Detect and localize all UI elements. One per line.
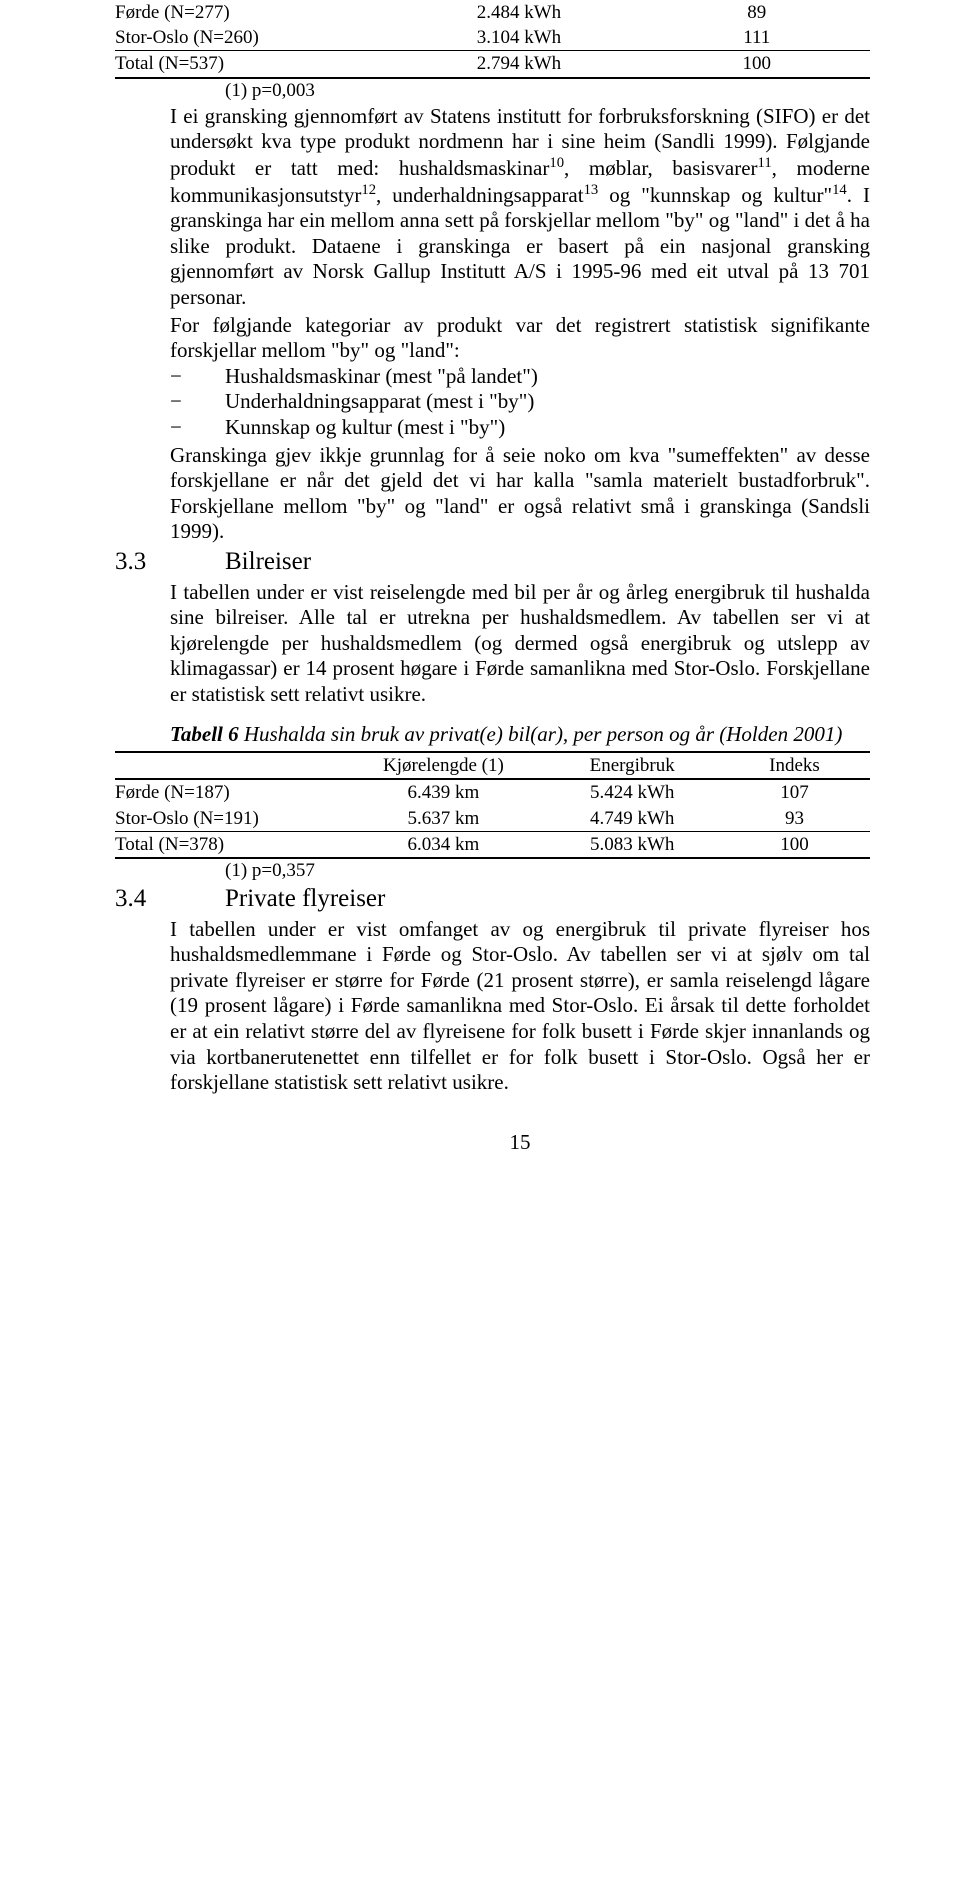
table-row: Stor-Oslo (N=260) 3.104 kWh 111 bbox=[115, 25, 870, 51]
footnote-ref: 14 bbox=[832, 182, 847, 198]
cell-kwh: 5.083 kWh bbox=[545, 831, 719, 858]
bullet-list: − Hushaldsmaskinar (mest "på landet") − … bbox=[170, 364, 870, 441]
cell-label: Total (N=537) bbox=[115, 51, 394, 78]
list-item-text: Kunnskap og kultur (mest i "by") bbox=[225, 415, 870, 441]
cell-val: 2.794 kWh bbox=[394, 51, 643, 78]
cell-idx: 100 bbox=[719, 831, 870, 858]
cell-km: 6.034 km bbox=[342, 831, 546, 858]
table-caption: Tabell 6 Hushalda sin bruk av privat(e) … bbox=[170, 722, 870, 748]
footnote-ref: 12 bbox=[361, 182, 376, 198]
cell-idx: 93 bbox=[719, 806, 870, 832]
cell-kwh: 4.749 kWh bbox=[545, 806, 719, 832]
cell-label: Stor-Oslo (N=260) bbox=[115, 25, 394, 51]
section-title: Bilreiser bbox=[170, 547, 870, 578]
cell-idx: 107 bbox=[719, 779, 870, 805]
table-bilreiser: Kjørelengde (1) Energibruk Indeks Førde … bbox=[115, 751, 870, 859]
dash-icon: − bbox=[170, 389, 225, 415]
cell-val: 3.104 kWh bbox=[394, 25, 643, 51]
table-energy: Førde (N=277) 2.484 kWh 89 Stor-Oslo (N=… bbox=[115, 0, 870, 79]
caption-text: Hushalda sin bruk av privat(e) bil(ar), … bbox=[244, 722, 842, 746]
dash-icon: − bbox=[170, 364, 225, 390]
table-note: (1) p=0,003 bbox=[170, 79, 870, 102]
list-item: − Kunnskap og kultur (mest i "by") bbox=[170, 415, 870, 441]
cell-idx: 111 bbox=[643, 25, 870, 51]
col-header: Kjørelengde (1) bbox=[342, 752, 546, 779]
paragraph: I ei gransking gjennomført av Statens in… bbox=[170, 104, 870, 311]
paragraph: Granskinga gjev ikkje grunnlag for å sei… bbox=[170, 443, 870, 545]
table-row: Stor-Oslo (N=191) 5.637 km 4.749 kWh 93 bbox=[115, 806, 870, 832]
list-item: − Hushaldsmaskinar (mest "på landet") bbox=[170, 364, 870, 390]
section-title: Private flyreiser bbox=[170, 884, 870, 915]
list-item-text: Underhaldningsapparat (mest i "by") bbox=[225, 389, 870, 415]
list-item-text: Hushaldsmaskinar (mest "på landet") bbox=[225, 364, 870, 390]
footnote-ref: 11 bbox=[758, 155, 772, 171]
cell-km: 6.439 km bbox=[342, 779, 546, 805]
cell-idx: 100 bbox=[643, 51, 870, 78]
table-row: Førde (N=277) 2.484 kWh 89 bbox=[115, 0, 870, 25]
cell-label: Førde (N=187) bbox=[115, 779, 342, 805]
page-number: 15 bbox=[170, 1130, 870, 1156]
col-header: Energibruk bbox=[545, 752, 719, 779]
table-row: Total (N=537) 2.794 kWh 100 bbox=[115, 51, 870, 78]
cell-idx: 89 bbox=[643, 0, 870, 25]
footnote-ref: 13 bbox=[584, 182, 599, 198]
cell-km: 5.637 km bbox=[342, 806, 546, 832]
table-note: (1) p=0,357 bbox=[170, 859, 870, 882]
cell-kwh: 5.424 kWh bbox=[545, 779, 719, 805]
paragraph: I tabellen under er vist omfanget av og … bbox=[170, 917, 870, 1096]
text: , underhaldningsapparat bbox=[376, 183, 584, 207]
col-header: Indeks bbox=[719, 752, 870, 779]
footnote-ref: 10 bbox=[549, 155, 564, 171]
section-heading: 3.4 Private flyreiser bbox=[115, 884, 870, 915]
section-heading: 3.3 Bilreiser bbox=[115, 547, 870, 578]
paragraph: I tabellen under er vist reiselengde med… bbox=[170, 580, 870, 708]
cell-label: Total (N=378) bbox=[115, 831, 342, 858]
cell-val: 2.484 kWh bbox=[394, 0, 643, 25]
section-number: 3.4 bbox=[115, 884, 170, 915]
paragraph: For følgjande kategoriar av produkt var … bbox=[170, 313, 870, 364]
cell-label: Stor-Oslo (N=191) bbox=[115, 806, 342, 832]
text: og "kunnskap og kultur" bbox=[598, 183, 832, 207]
list-item: − Underhaldningsapparat (mest i "by") bbox=[170, 389, 870, 415]
table-row: Total (N=378) 6.034 km 5.083 kWh 100 bbox=[115, 831, 870, 858]
text: , møblar, basisvarer bbox=[564, 156, 757, 180]
table-row: Førde (N=187) 6.439 km 5.424 kWh 107 bbox=[115, 779, 870, 805]
section-number: 3.3 bbox=[115, 547, 170, 578]
cell-label: Førde (N=277) bbox=[115, 0, 394, 25]
dash-icon: − bbox=[170, 415, 225, 441]
